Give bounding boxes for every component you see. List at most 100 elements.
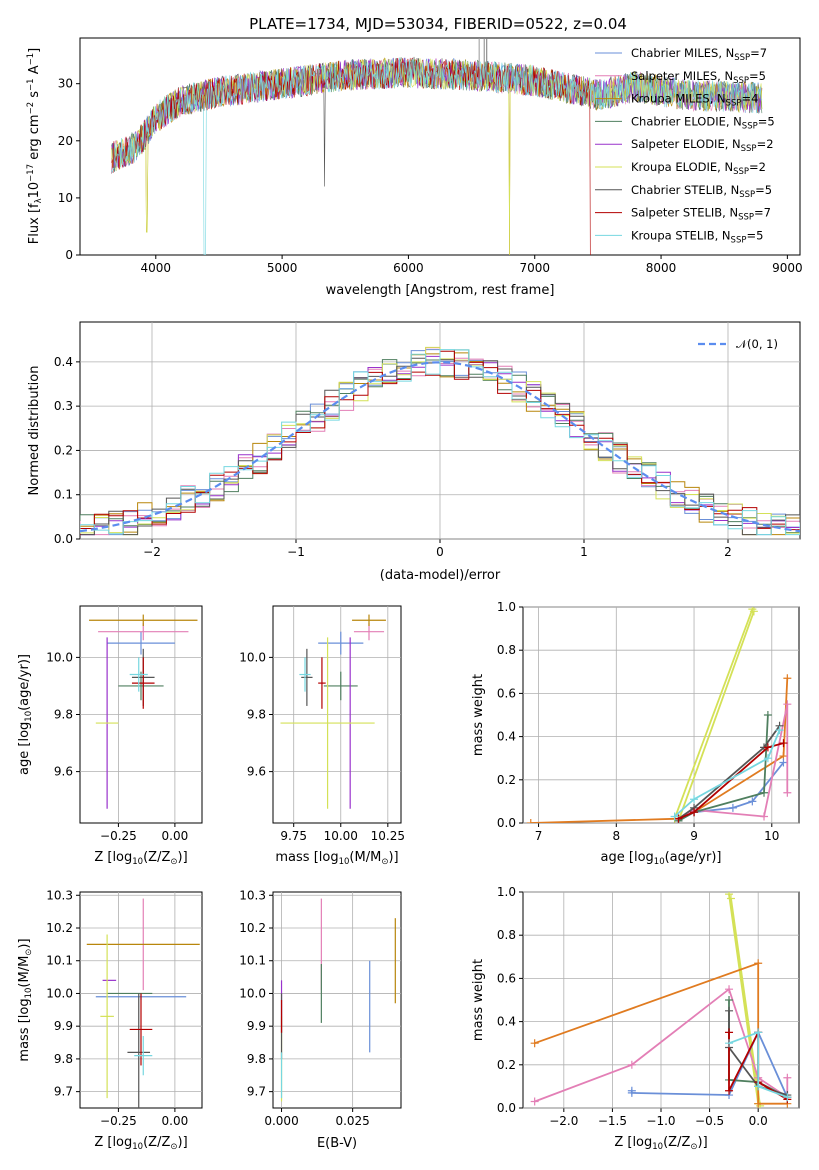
label-part: mass [log: [275, 850, 338, 865]
label-part: λ: [34, 198, 44, 203]
x-tick-label: 8: [612, 829, 620, 843]
y-axis-label: Flux [fλ10−17 erg cm−2 s−1 A−1]: [26, 48, 44, 244]
y-tick-label: 0.2: [497, 773, 516, 787]
y-tick-label: 9.8: [54, 1052, 73, 1066]
label-part: ⊙: [24, 949, 34, 956]
weight-marker: [725, 1006, 734, 1015]
y-tick-label: 9.9: [54, 1019, 73, 1033]
legend-entry: 𝒩(0, 1): [736, 337, 778, 351]
y-tick-label: 10.0: [46, 650, 73, 664]
label-part: (age/yr)]: [665, 850, 722, 865]
y-tick-label: 9.8: [247, 1052, 266, 1066]
x-tick-label: −1.0: [646, 1114, 675, 1128]
legend-count: =5: [755, 183, 772, 197]
x-axis-label: mass [log10(M/M⊙)]: [275, 850, 398, 867]
x-tick-label: 10.25: [371, 829, 405, 843]
label-part: Z/Z: [148, 1135, 170, 1150]
legend-entry: Salpeter MILES, NSSP=5: [631, 69, 766, 86]
y-tick-label: 1.0: [497, 885, 516, 899]
x-tick-label: 4000: [141, 261, 172, 275]
label-part: Z/Z: [148, 850, 170, 865]
y-axis-label: mass [log10(M/M⊙)]: [17, 938, 34, 1061]
weight-marker: [754, 1099, 763, 1108]
x-tick-label: 10: [764, 829, 779, 843]
weight-marker: [526, 819, 535, 823]
label-part: )]: [388, 850, 398, 865]
weight-line: [728, 894, 760, 1104]
weight-marker: [725, 1086, 734, 1095]
x-tick-label: −0.25: [100, 829, 137, 843]
label-part: age [log: [17, 722, 32, 775]
legend-name: Kroupa STELIB, N: [631, 228, 731, 242]
y-tick-label: 9.8: [54, 708, 73, 722]
legend-sub: SSP: [733, 167, 749, 177]
legend-name: Kroupa MILES, N: [631, 92, 726, 106]
x-tick-label: −0.25: [100, 1114, 137, 1128]
weight-marker: [754, 959, 763, 968]
y-tick-label: 0.4: [54, 355, 73, 369]
y-axis-label: mass weight: [471, 959, 486, 1041]
legend-name: Kroupa ELODIE, N: [631, 160, 733, 174]
legend-sub: SSP: [726, 99, 742, 109]
x-axis-label: age [log10(age/yr)]: [601, 850, 722, 867]
label-part: )]: [178, 850, 188, 865]
weight-marker: [748, 797, 757, 806]
x-tick-label: 9: [690, 829, 698, 843]
weight-marker: [725, 1039, 734, 1048]
legend-sub: SSP: [738, 213, 754, 223]
weight-marker: [775, 726, 784, 735]
legend-name: Salpeter STELIB, N: [631, 206, 738, 220]
normal-curve: [80, 361, 800, 533]
weight-marker: [748, 607, 757, 614]
label-part: Z/Z: [668, 1135, 690, 1150]
label-part: erg cm: [27, 114, 42, 163]
weight-marker: [783, 1073, 792, 1082]
weight-line: [678, 742, 784, 820]
y-tick-label: 0.0: [497, 816, 516, 830]
weight-marker: [726, 894, 735, 903]
legend-sub: SSP: [739, 190, 755, 200]
axes-frame: [272, 891, 402, 1109]
label-part: 10: [24, 988, 34, 999]
legend-name: Salpeter MILES, N: [631, 69, 733, 83]
y-tick-label: 0.1: [54, 488, 73, 502]
label-part: −1: [26, 53, 36, 66]
x-tick-label: 6000: [393, 261, 424, 275]
legend-count: =5: [758, 114, 775, 128]
weight-line: [677, 610, 755, 822]
label-part: (: [143, 850, 148, 865]
weight-marker: [783, 700, 792, 709]
weight-marker: [783, 788, 792, 797]
y-tick-label: 10.2: [46, 921, 73, 935]
label-part: Z [log: [94, 1135, 132, 1150]
weight-line: [678, 714, 769, 822]
y-tick-label: 0.6: [497, 686, 516, 700]
y-tick-label: 30: [58, 77, 73, 91]
x-tick-label: 9.75: [280, 829, 307, 843]
y-tick-label: 10.0: [46, 986, 73, 1000]
y-tick-label: 10.3: [239, 888, 266, 902]
weight-marker: [530, 1097, 539, 1106]
spectrum-line: [111, 57, 591, 255]
residual-histogram-panel: −2 −1 0 1 2 0.0 0.1 0.2 0.3 0.4 𝒩(0, 1) (data-model…: [27, 321, 801, 583]
legend-entry: Chabrier STELIB, NSSP=5: [631, 183, 772, 200]
axes-frame: [79, 891, 203, 1109]
legend-count: =7: [754, 206, 771, 220]
x-axis-label: (data-model)/error: [380, 568, 501, 583]
label-part: ⊙: [170, 1142, 177, 1152]
label-part: Z [log: [94, 850, 132, 865]
weight-marker: [725, 1028, 734, 1037]
x-tick-label: −2.0: [549, 1114, 578, 1128]
label-part: Z [log: [614, 1135, 652, 1150]
weight-marker: [763, 743, 772, 752]
x-tick-label: −2: [143, 545, 161, 559]
y-tick-label: 10.2: [239, 921, 266, 935]
label-part: 10: [652, 1142, 663, 1152]
label-part: ⊙: [381, 857, 388, 867]
spectrum-line: [111, 57, 763, 255]
legend-name: Chabrier MILES, N: [631, 46, 734, 60]
legend-entry: Kroupa MILES, NSSP=4: [631, 92, 758, 109]
label-part: 10: [339, 857, 350, 867]
spectrum-panel: 4000 5000 6000 7000 8000 9000 0 10 20 30 wavelengt…: [26, 37, 803, 298]
figure-title: PLATE=1734, MJD=53034, FIBERID=0522, z=0…: [249, 15, 627, 33]
